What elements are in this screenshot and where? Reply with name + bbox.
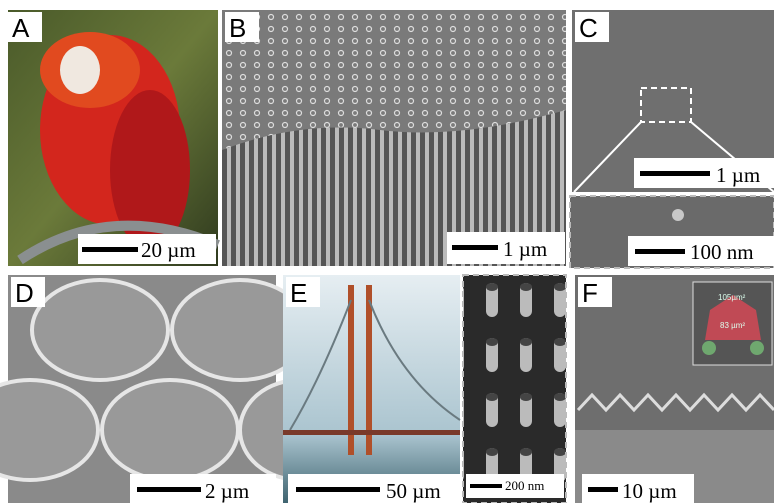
panel-label: C [579,13,598,43]
panel-e: E 50 µm 200 nm [283,275,566,503]
panel-label: D [15,278,34,308]
panel-label: E [290,278,307,308]
figure: A 20 µm B 1 µm C 1 µm 100 nm D 2 µm E 50… [0,0,774,503]
panel-label: F [582,278,598,308]
inset-label: 83 µm² [720,321,745,330]
scale-bar-label: 2 µm [205,479,249,503]
panel-label: B [229,13,246,43]
scale-bar-label: 50 µm [386,479,441,503]
scale-bar-label: 1 µm [503,237,547,261]
panel-f: 105µm² 83 µm² F 10 µm [575,275,774,503]
scale-bar-label: 10 µm [622,479,677,503]
panel-label: A [12,13,30,43]
inset-label: 105µm² [718,293,746,302]
panel-c: C 1 µm 100 nm [570,10,774,268]
panel-b: B 1 µm [222,10,566,266]
scale-bar-label: 100 nm [690,240,754,264]
scale-bar-label: 20 µm [141,238,196,262]
panel-a: A 20 µm [8,10,218,266]
scale-bar-label: 200 nm [505,478,544,493]
scale-bar-label: 1 µm [716,163,760,187]
